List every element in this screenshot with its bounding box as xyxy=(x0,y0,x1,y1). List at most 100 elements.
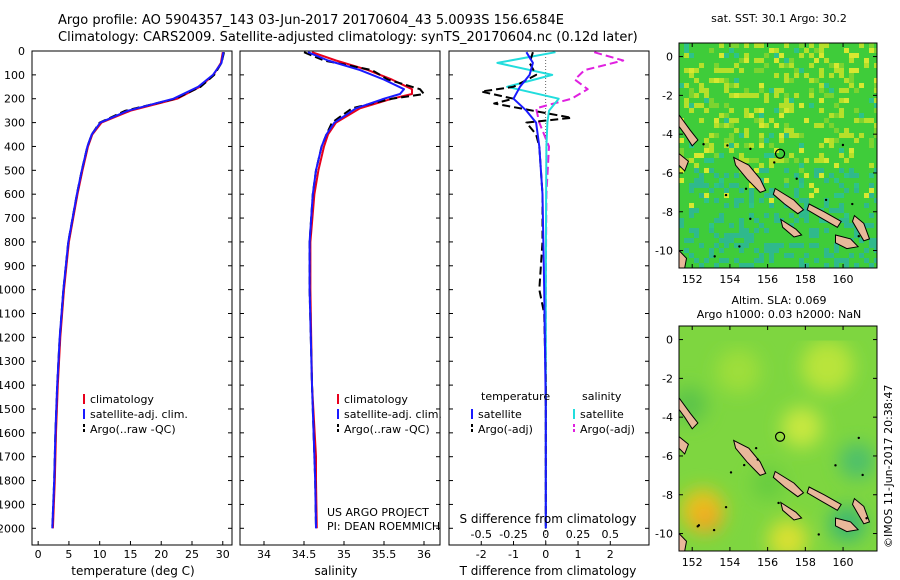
sst-cell xyxy=(689,68,694,73)
sst-cell xyxy=(849,83,854,88)
sst-cell xyxy=(809,43,814,48)
sst-cell xyxy=(689,208,694,213)
sla-lat-label: -6 xyxy=(662,450,673,463)
sst-cell xyxy=(854,108,859,113)
sst-cell xyxy=(679,148,684,153)
sst-cell xyxy=(769,243,774,248)
sst-cell xyxy=(874,128,877,133)
sst-cell xyxy=(689,108,694,113)
sst-cell xyxy=(784,183,789,188)
sst-cell xyxy=(819,158,824,163)
sst-cell xyxy=(829,63,834,68)
sst-cell xyxy=(759,198,764,203)
sla-lon-label: 154 xyxy=(719,556,740,569)
sst-cell xyxy=(869,163,874,168)
sst-cell xyxy=(769,153,774,158)
sst-cell xyxy=(724,83,729,88)
sst-cell xyxy=(839,133,844,138)
sst-cell xyxy=(694,258,699,263)
sst-cell xyxy=(699,183,704,188)
sst-cell xyxy=(834,193,839,198)
sst-cell xyxy=(689,238,694,243)
sst-cell xyxy=(754,68,759,73)
sst-cell xyxy=(679,223,684,228)
sst-cell xyxy=(694,78,699,83)
sst-cell xyxy=(744,43,749,48)
temperature-diff-x-tick-label: -2 xyxy=(476,548,487,561)
salinity-legend-climatology: climatology xyxy=(344,393,408,406)
sst-cell xyxy=(704,138,709,143)
sst-cell xyxy=(704,88,709,93)
sst-islet xyxy=(744,187,748,190)
sst-cell xyxy=(729,238,734,243)
temperature-x-tick-label: 25 xyxy=(185,548,199,561)
sst-cell xyxy=(844,223,849,228)
sst-cell xyxy=(869,223,874,228)
sst-cell xyxy=(799,103,804,108)
sst-cell xyxy=(749,158,754,163)
sst-cell xyxy=(819,168,824,173)
sst-cell xyxy=(744,238,749,243)
sst-cell xyxy=(744,263,749,268)
sst-cell xyxy=(769,158,774,163)
sst-cell xyxy=(749,188,754,193)
sst-cell xyxy=(759,118,764,123)
sst-cell xyxy=(864,193,869,198)
sst-cell xyxy=(744,108,749,113)
sla-blob xyxy=(716,349,761,393)
difference-xlabel: T difference from climatology xyxy=(459,564,637,578)
sst-cell xyxy=(769,48,774,53)
sst-cell xyxy=(724,138,729,143)
sst-cell xyxy=(749,198,754,203)
sst-cell xyxy=(824,203,829,208)
sst-cell xyxy=(749,213,754,218)
sst-cell xyxy=(699,103,704,108)
sst-cell xyxy=(839,68,844,73)
sst-cell xyxy=(859,253,864,258)
sst-lat-label: -10 xyxy=(655,245,673,258)
sst-cell xyxy=(869,43,874,48)
sst-cell xyxy=(874,83,877,88)
sst-cell xyxy=(779,113,784,118)
sst-cell xyxy=(749,93,754,98)
sst-cell xyxy=(844,128,849,133)
sst-cell xyxy=(694,178,699,183)
sst-cell xyxy=(819,173,824,178)
sst-cell xyxy=(714,68,719,73)
sst-cell xyxy=(824,43,829,48)
sst-cell xyxy=(849,153,854,158)
sst-cell xyxy=(714,63,719,68)
sst-cell xyxy=(784,123,789,128)
sst-cell xyxy=(724,233,729,238)
sst-cell xyxy=(769,198,774,203)
sst-cell xyxy=(839,113,844,118)
sst-cell xyxy=(854,173,859,178)
sst-cell xyxy=(804,203,809,208)
sst-cell xyxy=(684,238,689,243)
sst-cell xyxy=(739,223,744,228)
sst-cell xyxy=(724,88,729,93)
sst-cell xyxy=(854,68,859,73)
temperature-x-tick-label: 30 xyxy=(216,548,230,561)
temperature-diff-x-tick-label: 2 xyxy=(607,548,614,561)
sst-cell xyxy=(799,53,804,58)
sst-cell xyxy=(864,58,869,63)
sst-cell xyxy=(709,188,714,193)
sst-cell xyxy=(874,123,877,128)
difference-legend-t-satellite: satellite xyxy=(478,408,522,421)
sst-cell xyxy=(759,68,764,73)
sst-cell xyxy=(704,193,709,198)
sst-cell xyxy=(684,68,689,73)
sst-cell xyxy=(709,253,714,258)
sst-cell xyxy=(779,103,784,108)
sst-cell xyxy=(739,133,744,138)
temperature-x-tick-label: 10 xyxy=(93,548,107,561)
sst-cell xyxy=(844,218,849,223)
sst-cell xyxy=(689,213,694,218)
sst-cell xyxy=(869,118,874,123)
sst-cell xyxy=(714,123,719,128)
y-tick-label: 700 xyxy=(4,212,25,225)
sst-cell xyxy=(709,143,714,148)
sst-map-title: sat. SST: 30.1 Argo: 30.2 xyxy=(711,12,847,25)
sst-cell xyxy=(684,43,689,48)
